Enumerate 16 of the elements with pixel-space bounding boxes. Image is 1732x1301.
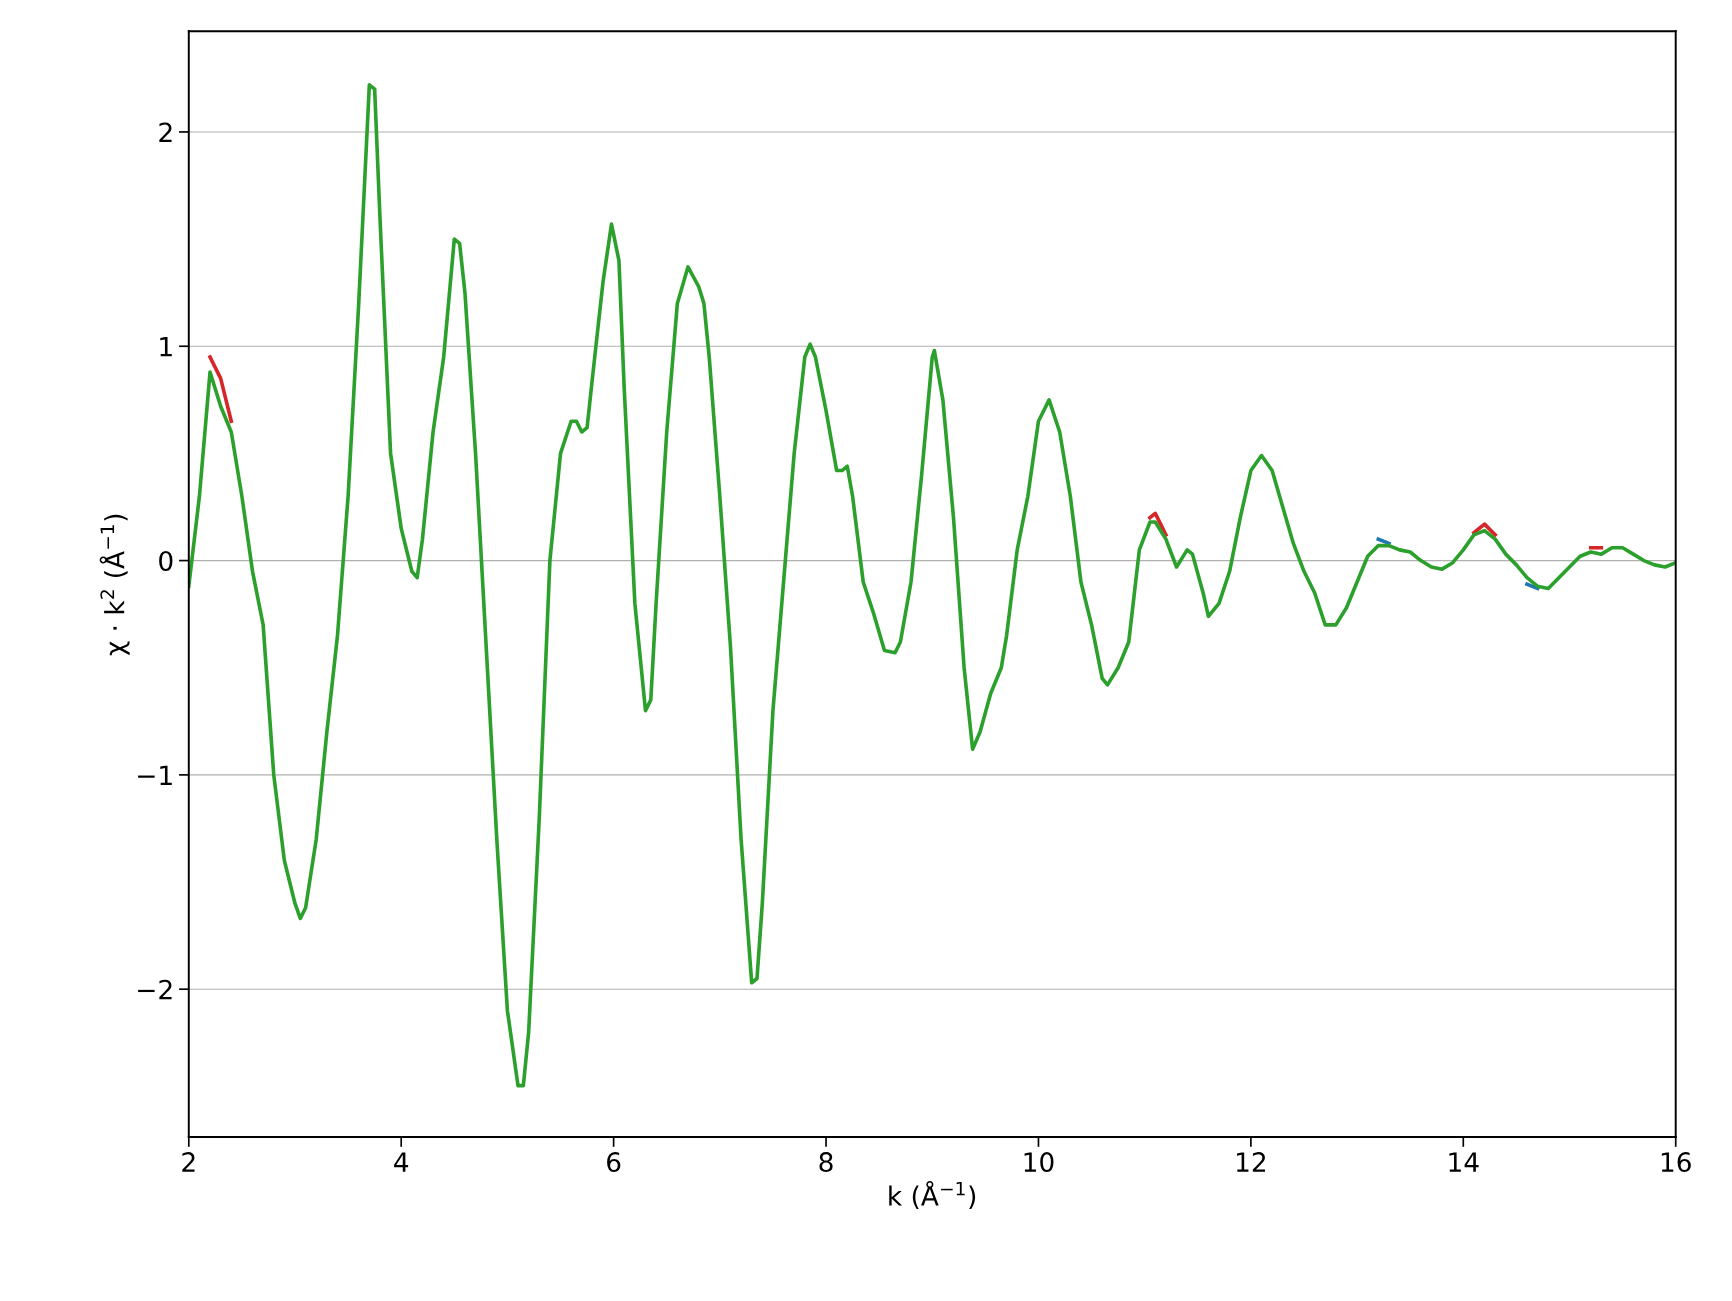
y-tick-label: 0	[159, 551, 173, 571]
y-tick-label: 1	[160, 337, 172, 357]
x-tick-label: 4	[394, 1152, 409, 1172]
line-series	[188, 82, 1676, 1088]
y-axis-title: χ · k$^{2}$ (Å$^{−1}$)	[99, 514, 130, 656]
x-tick-label: 16	[1661, 1152, 1691, 1173]
x-tick-label: 2	[182, 1152, 195, 1172]
x-tick-label: 8	[819, 1152, 833, 1173]
x-axis-title: k (Å$^{−1}$)	[889, 1180, 976, 1209]
x-tick-label: 12	[1236, 1152, 1266, 1172]
x-tick-label: 10	[1024, 1152, 1054, 1173]
x-tick-label: 14	[1449, 1152, 1479, 1172]
y-tick-label: 2	[159, 122, 172, 142]
x-tick-label: 6	[607, 1152, 621, 1173]
y-tick-label: −1	[138, 765, 172, 785]
y-tick-label: −2	[138, 979, 172, 1000]
